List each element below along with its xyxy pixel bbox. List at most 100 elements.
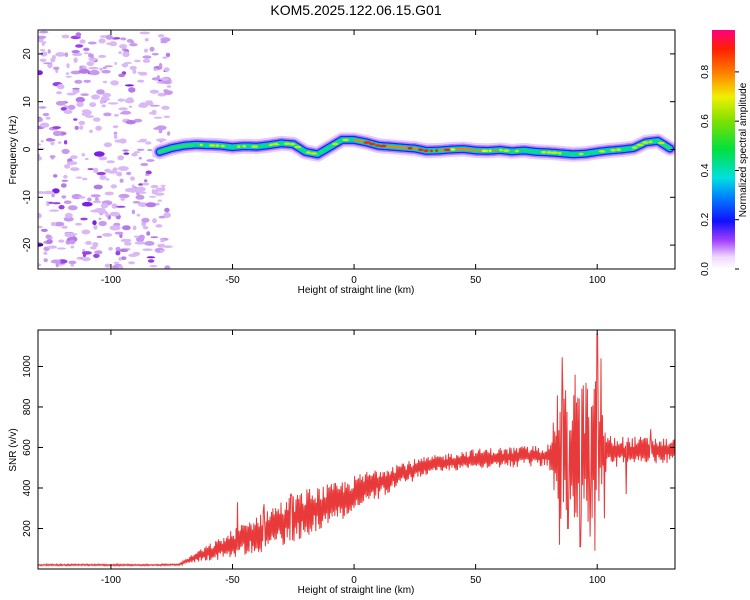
ridge-hotspot — [359, 140, 365, 143]
snr-xlabel: Height of straight line (km) — [298, 585, 415, 596]
noise-blob — [83, 52, 89, 55]
noise-blob — [79, 39, 86, 44]
ridge-hotspot — [535, 150, 542, 154]
ridge-hotspot — [208, 144, 216, 147]
noise-blob — [70, 245, 75, 249]
noise-blob — [96, 235, 102, 238]
ridge-hotspot — [443, 148, 451, 152]
noise-blob — [150, 236, 159, 239]
ridge-hotspot — [578, 152, 584, 156]
ridge-hotspot — [251, 145, 259, 148]
ridge-hotspot — [417, 148, 424, 151]
y-tick-label: 800 — [22, 398, 33, 415]
noise-blob — [78, 120, 86, 126]
noise-blob — [135, 194, 145, 200]
noise-blob — [134, 241, 146, 245]
noise-blob — [138, 202, 148, 208]
noise-blob — [70, 155, 78, 160]
noise-blob — [164, 207, 170, 213]
noise-blob — [52, 130, 62, 137]
noise-blob — [95, 197, 99, 202]
noise-blob — [145, 100, 154, 103]
ridge-hotspot — [546, 151, 552, 154]
snr-series-line — [38, 333, 675, 567]
noise-blob — [67, 104, 76, 110]
noise-blob — [64, 232, 75, 238]
noise-blob — [118, 51, 122, 55]
noise-blob — [124, 188, 134, 193]
noise-blob — [72, 87, 80, 90]
noise-blob — [146, 256, 156, 259]
noise-blob — [78, 68, 90, 74]
noise-blob — [71, 50, 80, 54]
noise-blob — [57, 141, 62, 144]
noise-blob — [38, 70, 43, 76]
ridge-hotspot — [317, 152, 321, 155]
ridge-hotspot — [215, 144, 220, 147]
noise-blob — [38, 106, 47, 109]
ridge-hotspot — [242, 144, 246, 148]
noise-blob — [83, 79, 91, 83]
noise-blob — [129, 43, 138, 47]
noise-blob — [76, 101, 84, 108]
ridge-hotspot — [510, 150, 514, 153]
noise-blob — [42, 112, 50, 117]
noise-blob — [72, 88, 80, 94]
noise-blob — [63, 216, 74, 222]
noise-blob — [114, 231, 124, 235]
ridge-hotspot — [299, 149, 307, 152]
noise-blob — [38, 117, 43, 122]
noise-blob — [145, 202, 156, 208]
noise-blob — [142, 226, 149, 230]
noise-blob — [93, 151, 105, 157]
ridge-hotspot — [283, 142, 291, 145]
noise-blob — [128, 87, 136, 93]
noise-blob — [43, 62, 53, 65]
noise-blob — [68, 260, 77, 265]
noise-blob — [163, 67, 170, 72]
ridge-hotspot — [460, 147, 467, 151]
ridge-hotspot — [648, 140, 653, 144]
ridge-hotspot — [450, 148, 456, 151]
y-tick-label: 0 — [22, 146, 33, 152]
noise-blob — [112, 125, 119, 129]
noise-blob — [74, 79, 83, 84]
ridge-hotspot — [423, 149, 429, 152]
ridge-hotspot — [202, 143, 211, 147]
ridge-hotspot — [636, 143, 644, 147]
noise-blob — [110, 184, 118, 189]
noise-blob — [167, 131, 171, 136]
noise-blob — [93, 117, 101, 122]
noise-blob — [80, 217, 88, 221]
noise-blob — [92, 200, 102, 204]
noise-blob — [98, 156, 108, 161]
ridge-hotspot — [268, 143, 273, 147]
noise-blob — [58, 239, 65, 243]
ridge-hotspot — [310, 152, 318, 155]
noise-blob — [113, 37, 121, 40]
ridge-hotspot — [429, 149, 433, 153]
noise-blob — [161, 105, 170, 110]
noise-blob — [117, 98, 126, 102]
noise-blob — [122, 225, 131, 231]
noise-blob — [66, 161, 78, 166]
snr-content — [38, 333, 675, 567]
noise-blob — [61, 179, 69, 182]
ridge-hotspot — [622, 147, 626, 151]
x-tick-label: -50 — [225, 575, 240, 586]
noise-blob — [122, 51, 130, 58]
ridge-hotspot — [653, 139, 659, 143]
noise-blob — [163, 245, 173, 248]
noise-blob — [151, 109, 157, 116]
noise-blob — [105, 178, 110, 181]
noise-blob — [120, 256, 127, 261]
noise-blob — [130, 176, 135, 181]
noise-blob — [38, 156, 43, 161]
ridge-hotspot — [229, 145, 238, 149]
noise-blob — [119, 112, 129, 115]
noise-blob — [136, 148, 145, 151]
noise-blob — [81, 251, 92, 255]
noise-blob — [55, 100, 66, 106]
noise-blob — [57, 247, 66, 250]
